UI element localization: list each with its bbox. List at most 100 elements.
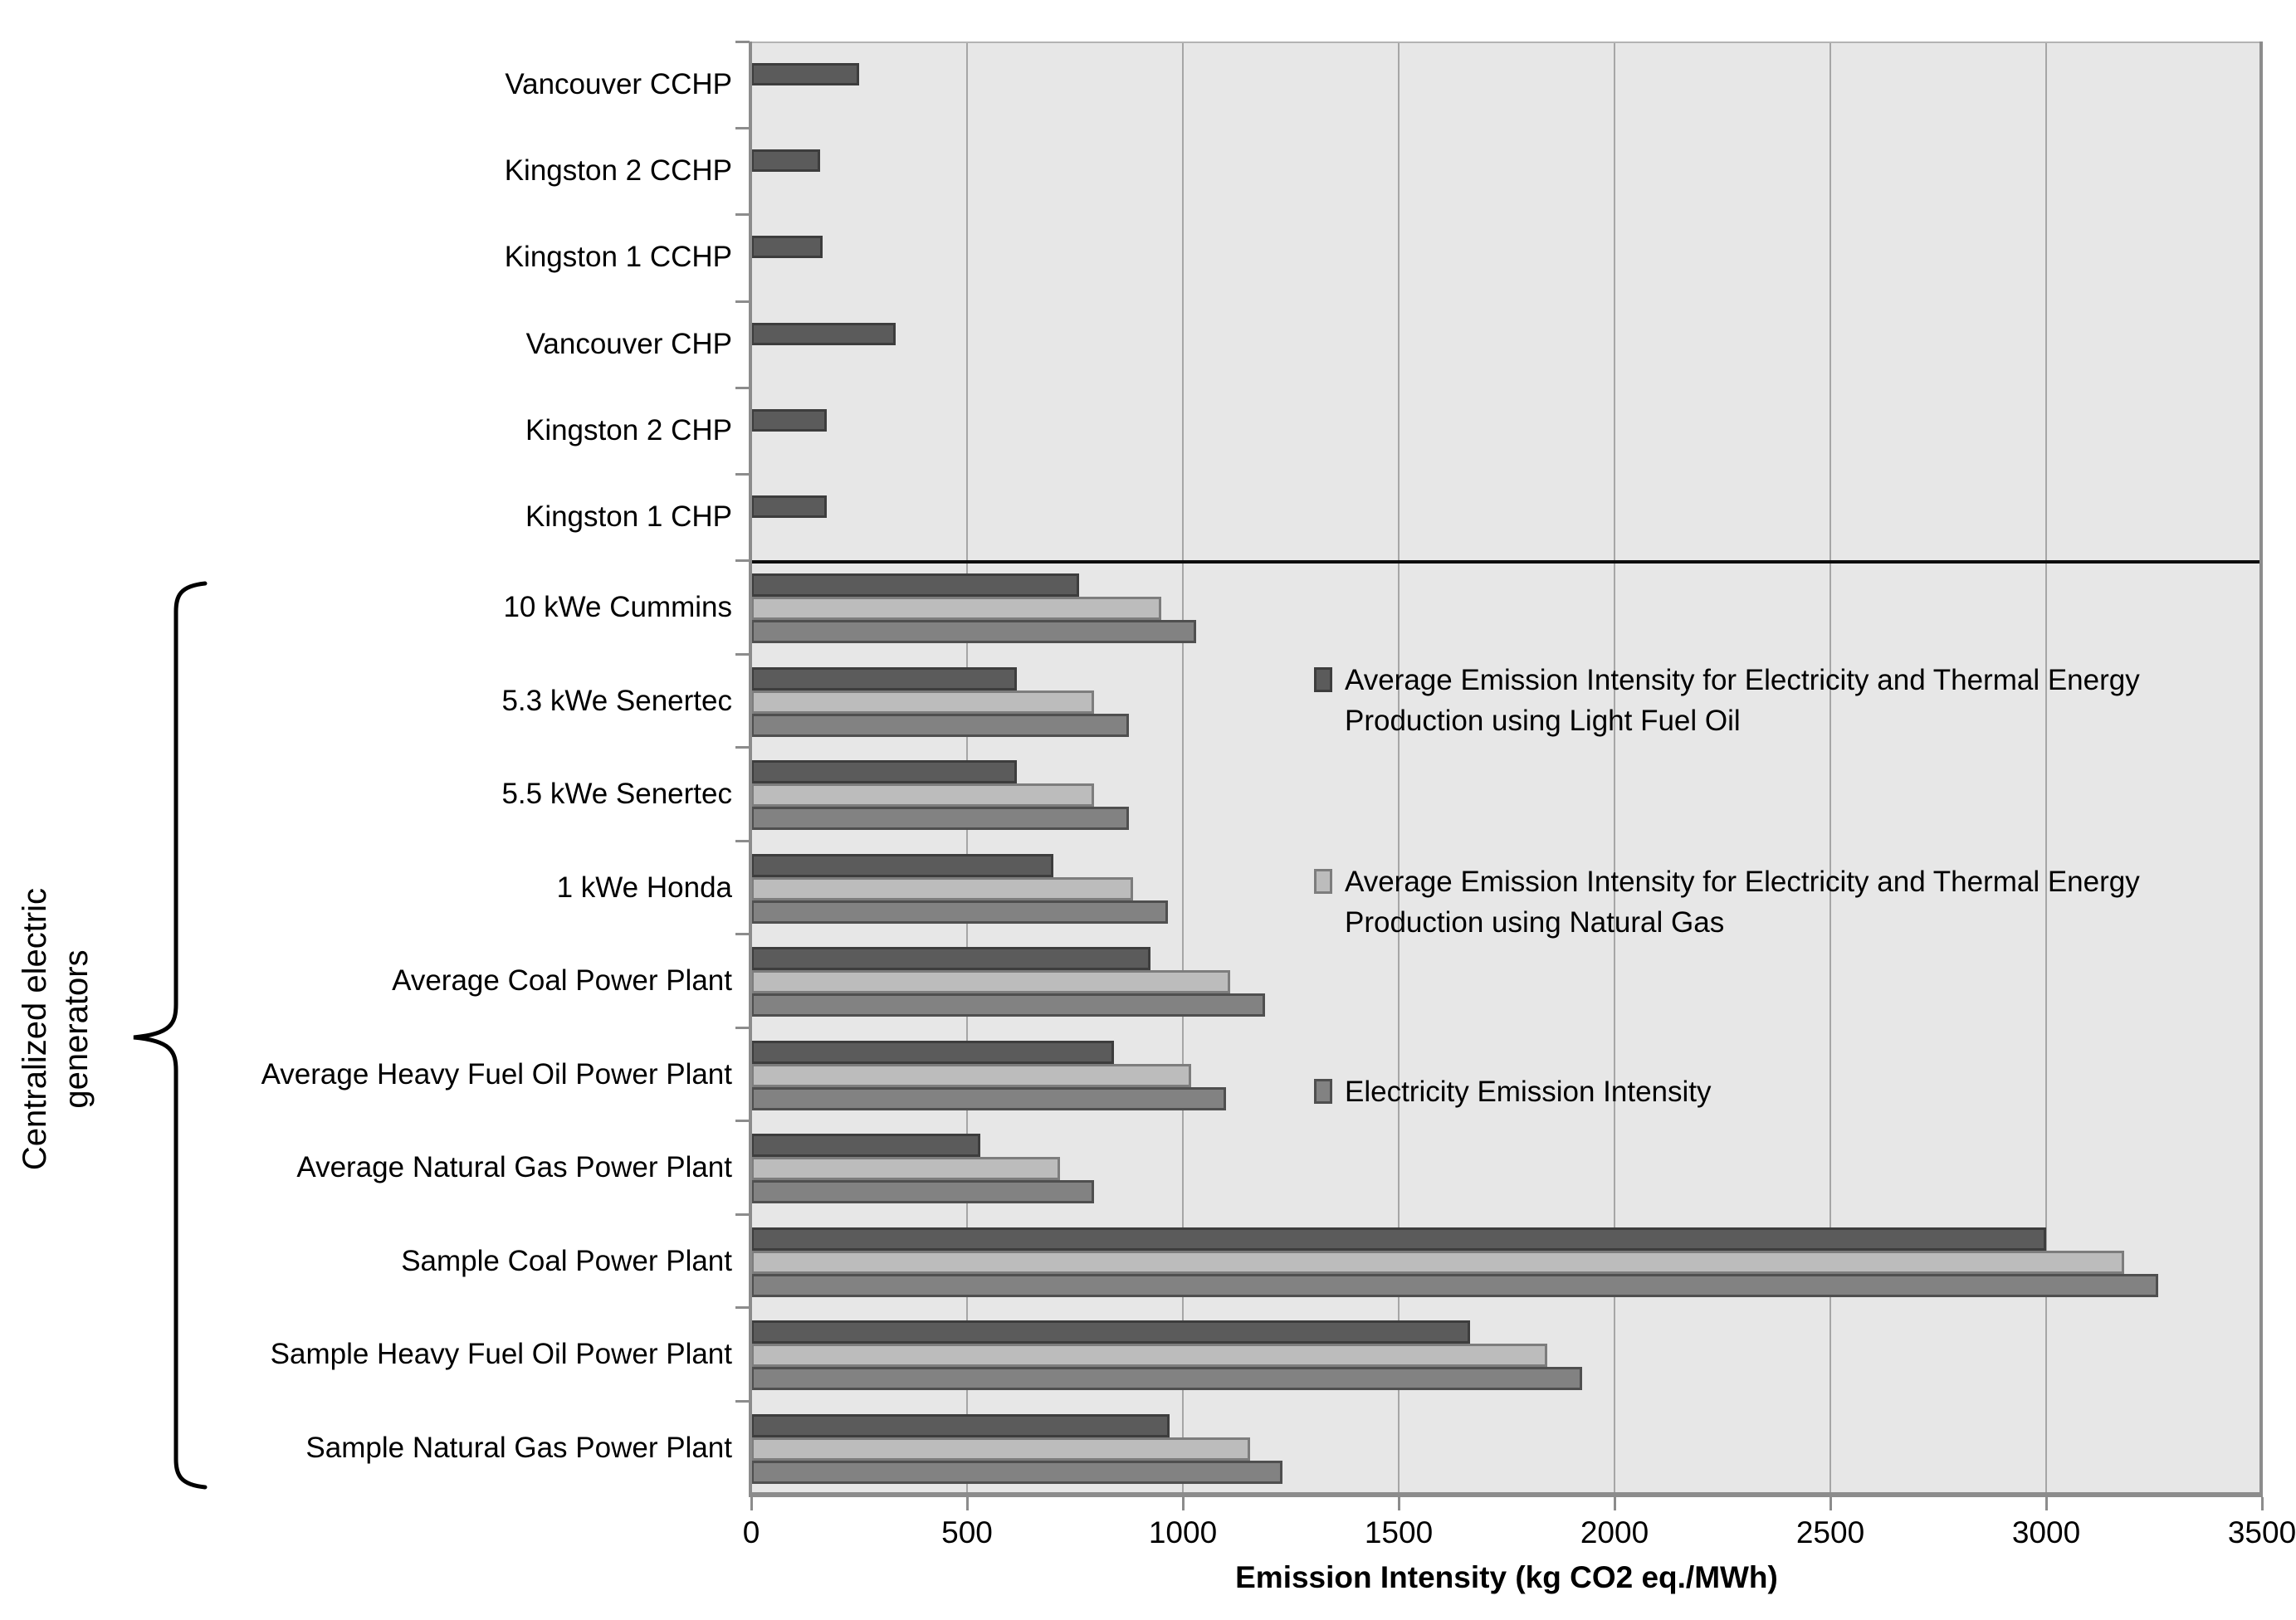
legend-label-light-fuel-oil: Average Emission Intensity for Electrici… bbox=[1345, 664, 2140, 737]
gridline-2000 bbox=[1614, 43, 1615, 1496]
bar-series2-row8 bbox=[751, 690, 1094, 714]
category-label: Vancouver CCHP bbox=[505, 68, 732, 100]
x-tick-3000 bbox=[2045, 1497, 2048, 1510]
legend-swatch-electricity bbox=[1314, 1079, 1332, 1104]
x-tick-label-500: 500 bbox=[941, 1515, 993, 1549]
x-tick-label-0: 0 bbox=[742, 1515, 760, 1549]
bar-series1-row10 bbox=[751, 854, 1053, 877]
y-tick-6 bbox=[735, 559, 750, 562]
bar-series1-row9 bbox=[751, 760, 1017, 783]
category-label: 10 kWe Cummins bbox=[503, 590, 732, 623]
legend-item-natural-gas: Average Emission Intensity for Electrici… bbox=[1314, 861, 2140, 943]
x-tick-label-3000: 3000 bbox=[2011, 1515, 2081, 1549]
gridline-2500 bbox=[1829, 43, 1831, 1496]
bar-series3-row9 bbox=[751, 807, 1129, 830]
bar-series2-row12 bbox=[751, 1064, 1191, 1087]
bar-series2-row9 bbox=[751, 783, 1094, 807]
y-tick-9 bbox=[735, 840, 750, 842]
y-tick-11 bbox=[735, 1027, 750, 1029]
legend-label-electricity: Electricity Emission Intensity bbox=[1345, 1076, 1712, 1108]
bar-series1-row11 bbox=[751, 947, 1150, 970]
category-label: Kingston 1 CCHP bbox=[504, 241, 732, 273]
category-label: Sample Natural Gas Power Plant bbox=[305, 1431, 732, 1464]
bar-series1-row2 bbox=[751, 149, 820, 172]
bar-series3-row15 bbox=[751, 1367, 1582, 1390]
y-tick-15 bbox=[735, 1400, 750, 1403]
category-label: Average Heavy Fuel Oil Power Plant bbox=[261, 1057, 732, 1091]
x-tick-3500 bbox=[2261, 1497, 2264, 1510]
x-tick-0 bbox=[750, 1497, 753, 1510]
x-tick-label-2000: 2000 bbox=[1580, 1515, 1649, 1549]
bar-series2-row14 bbox=[751, 1251, 2124, 1274]
bar-series1-row6 bbox=[751, 495, 827, 518]
legend-item-electricity: Electricity Emission Intensity bbox=[1314, 1071, 1712, 1112]
bar-series3-row12 bbox=[751, 1087, 1226, 1110]
category-label: 1 kWe Honda bbox=[556, 871, 732, 904]
x-tick-1500 bbox=[1398, 1497, 1400, 1510]
y-tick-3 bbox=[735, 300, 750, 303]
y-tick-4 bbox=[735, 387, 750, 389]
x-tick-label-2500: 2500 bbox=[1795, 1515, 1865, 1549]
category-label: 5.5 kWe Senertec bbox=[501, 777, 732, 810]
category-label: 5.3 kWe Senertec bbox=[501, 684, 732, 717]
x-tick-2500 bbox=[1829, 1497, 1832, 1510]
gridline-3000 bbox=[2045, 43, 2047, 1496]
category-label: Average Coal Power Plant bbox=[392, 964, 732, 997]
category-label: Kingston 2 CHP bbox=[525, 414, 732, 446]
bar-series2-row11 bbox=[751, 970, 1230, 993]
bar-series2-row16 bbox=[751, 1437, 1250, 1461]
bar-series1-row15 bbox=[751, 1320, 1470, 1344]
bar-series1-row5 bbox=[751, 409, 827, 432]
bar-series1-row4 bbox=[751, 323, 896, 345]
bar-series2-row7 bbox=[751, 597, 1161, 620]
bar-series2-row15 bbox=[751, 1344, 1547, 1367]
section-divider-line bbox=[751, 560, 2262, 564]
y-tick-5 bbox=[735, 473, 750, 476]
category-label: Vancouver CHP bbox=[525, 328, 732, 360]
y-tick-7 bbox=[735, 653, 750, 656]
x-tick-2000 bbox=[1614, 1497, 1616, 1510]
y-tick-0 bbox=[735, 41, 750, 43]
bar-series2-row10 bbox=[751, 877, 1133, 900]
gridline-1500 bbox=[1398, 43, 1400, 1496]
category-label: Sample Coal Power Plant bbox=[401, 1244, 732, 1277]
y-tick-8 bbox=[735, 746, 750, 749]
plot-area bbox=[751, 41, 2263, 1496]
bar-series1-row12 bbox=[751, 1041, 1114, 1064]
x-tick-500 bbox=[966, 1497, 969, 1510]
bar-series3-row13 bbox=[751, 1180, 1094, 1203]
y-tick-13 bbox=[735, 1213, 750, 1216]
category-label: Average Natural Gas Power Plant bbox=[296, 1150, 732, 1183]
bar-series1-row7 bbox=[751, 573, 1079, 597]
y-tick-10 bbox=[735, 933, 750, 935]
bar-series1-row13 bbox=[751, 1134, 980, 1157]
bar-series3-row10 bbox=[751, 900, 1168, 924]
bar-series3-row8 bbox=[751, 714, 1129, 737]
bar-series1-row1 bbox=[751, 63, 859, 85]
y-tick-12 bbox=[735, 1120, 750, 1122]
bar-series1-row16 bbox=[751, 1414, 1170, 1437]
legend-swatch-natural-gas bbox=[1314, 869, 1332, 894]
legend-swatch-light-fuel-oil bbox=[1314, 667, 1332, 692]
bar-series1-row14 bbox=[751, 1227, 2046, 1251]
bar-series2-row13 bbox=[751, 1157, 1060, 1180]
x-axis-title: Emission Intensity (kg CO2 eq./MWh) bbox=[1235, 1560, 1778, 1594]
x-tick-label-1500: 1500 bbox=[1364, 1515, 1434, 1549]
bar-series1-row8 bbox=[751, 667, 1017, 690]
bar-series3-row7 bbox=[751, 620, 1196, 643]
y-tick-2 bbox=[735, 213, 750, 216]
category-label: Kingston 2 CCHP bbox=[504, 154, 732, 187]
x-tick-label-1000: 1000 bbox=[1148, 1515, 1218, 1549]
y-tick-14 bbox=[735, 1306, 750, 1309]
gridline-1000 bbox=[1182, 43, 1184, 1496]
legend-label-natural-gas: Average Emission Intensity for Electrici… bbox=[1345, 866, 2140, 939]
bar-series3-row14 bbox=[751, 1274, 2158, 1297]
category-label: Kingston 1 CHP bbox=[525, 500, 732, 533]
legend-item-light-fuel-oil: Average Emission Intensity for Electrici… bbox=[1314, 660, 2140, 741]
category-label: Sample Heavy Fuel Oil Power Plant bbox=[270, 1337, 732, 1370]
x-tick-1000 bbox=[1182, 1497, 1185, 1510]
x-tick-label-3500: 3500 bbox=[2227, 1515, 2296, 1549]
bar-series1-row3 bbox=[751, 236, 823, 258]
y-axis-line bbox=[749, 41, 752, 1496]
